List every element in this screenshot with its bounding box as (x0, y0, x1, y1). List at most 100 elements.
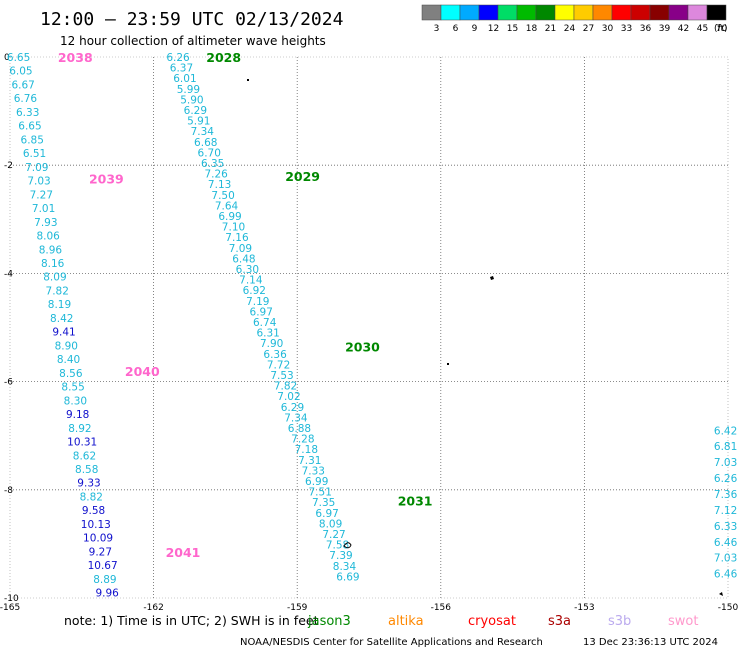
wave-height-value: 7.26 (204, 169, 228, 181)
colorbar-tick-label: 9 (472, 24, 478, 34)
wave-height-value: 6.36 (263, 349, 287, 361)
wave-height-value: 6.46 (714, 537, 738, 549)
x-tick-label: -162 (143, 603, 163, 613)
wave-height-value: 6.29 (184, 105, 207, 117)
wave-height-value: 7.36 (714, 489, 738, 501)
wave-height-value: 8.55 (61, 382, 84, 394)
x-tick-label: -150 (718, 603, 739, 613)
colorbar-swatch (440, 4, 461, 21)
pass-number-label: 2031 (398, 494, 433, 509)
chart-subtitle: 12 hour collection of altimeter wave hei… (60, 34, 326, 48)
wave-height-value: 5.90 (180, 94, 203, 106)
colorbar-tick-label: 21 (545, 24, 556, 34)
wave-height-value: 6.69 (336, 571, 359, 583)
colorbar-swatch (459, 4, 480, 21)
x-tick-label: -156 (431, 603, 452, 613)
wave-height-value: 7.09 (229, 243, 252, 255)
wave-height-value: 6.68 (194, 137, 217, 149)
note-text: note: 1) Time is in UTC; 2) SWH is in fe… (64, 613, 319, 628)
colorbar-tick-label: 15 (507, 24, 518, 34)
wave-height-value: 7.19 (246, 296, 269, 308)
wave-height-value: 7.28 (291, 434, 314, 446)
wave-height-value: 7.14 (239, 275, 263, 287)
wave-height-value: 10.31 (67, 437, 97, 449)
colorbar-tick-label: 70 (716, 24, 728, 34)
wave-height-value: 7.82 (274, 381, 297, 393)
wave-height-value: 6.26 (714, 473, 738, 485)
wave-height-value: 7.51 (309, 487, 332, 499)
satellite-legend-item: jason3 (307, 614, 351, 629)
wave-height-value: 7.90 (260, 338, 283, 350)
colorbar-tick-label: 45 (697, 24, 708, 34)
colorbar-tick-label: 36 (640, 24, 652, 34)
y-tick-label: -2 (4, 161, 13, 171)
satellite-legend-item: s3a (548, 614, 571, 629)
wave-height-value: 6.88 (288, 423, 311, 435)
wave-height-value: 7.50 (211, 190, 234, 202)
wave-height-value: 10.13 (81, 519, 111, 531)
wave-height-value: 7.16 (225, 232, 249, 244)
pass-number-label: 2029 (285, 169, 320, 184)
wave-height-value: 7.03 (27, 176, 50, 188)
colorbar-swatch (592, 4, 613, 21)
plot-frame (9, 56, 729, 599)
wave-height-value: 6.48 (232, 253, 255, 265)
wave-height-value: 6.85 (21, 134, 44, 146)
wave-height-value: 6.31 (256, 328, 279, 340)
wave-height-value: 6.65 (18, 121, 41, 133)
wave-height-value: 8.30 (64, 395, 87, 407)
colorbar-tick-label: 33 (621, 24, 632, 34)
wave-height-value: 8.09 (319, 518, 342, 530)
wave-height-value: 7.10 (222, 222, 245, 234)
colorbar-tick-label: 30 (602, 24, 614, 34)
y-tick-label: -10 (4, 594, 19, 604)
wave-height-value: 7.33 (302, 465, 325, 477)
wave-height-value: 6.35 (201, 158, 224, 170)
wave-height-value: 8.09 (43, 272, 66, 284)
wave-height-value: 9.27 (89, 546, 112, 558)
colorbar-tick-label: 39 (659, 24, 671, 34)
x-tick-label: -159 (287, 603, 308, 613)
colorbar-swatch (478, 4, 499, 21)
wave-height-value: 6.65 (7, 52, 30, 64)
colorbar-swatch (611, 4, 632, 21)
wave-height-value: 7.03 (714, 457, 737, 469)
y-tick-label: -6 (4, 378, 13, 388)
wave-height-value: 6.97 (315, 508, 338, 520)
grid-lines (10, 57, 728, 598)
pass-number-label: 2030 (345, 339, 380, 354)
wave-height-value: 7.31 (298, 455, 321, 467)
wave-height-value: 6.76 (14, 93, 38, 105)
colorbar-tick-label: 27 (583, 24, 594, 34)
altimeter-tracks: 6.656.056.676.766.336.656.856.517.097.03… (7, 52, 738, 600)
wave-height-value: 6.37 (170, 63, 193, 75)
wave-height-value: 6.30 (236, 264, 259, 276)
chart-title: 12:00 – 23:59 UTC 02/13/2024 (40, 9, 343, 30)
wave-height-value: 9.18 (66, 409, 89, 421)
pass-number-label: 2040 (125, 364, 160, 379)
colorbar-swatch (649, 4, 670, 21)
wave-height-value: 8.40 (57, 354, 80, 366)
island-marker (490, 276, 494, 280)
wave-height-value: 6.46 (714, 569, 738, 581)
wave-height-value: 7.12 (714, 505, 737, 517)
wave-height-value: 7.02 (277, 391, 300, 403)
island-marker (247, 79, 249, 81)
wave-height-value: 8.82 (80, 491, 103, 503)
wave-height-value: 7.58 (326, 540, 349, 552)
wave-height-value: 6.70 (198, 147, 221, 159)
colorbar-swatch (535, 4, 556, 21)
colorbar-tick-label: 18 (526, 24, 538, 34)
plot-area: -165 -162 -159 -156 -153 -150 0 -2 -4 -6 -8 -10 6.6… (0, 50, 738, 613)
wave-height-value: 6.74 (253, 317, 277, 329)
wave-height-value: 6.97 (250, 306, 273, 318)
wave-height-value: 7.27 (322, 529, 345, 541)
satellite-legend-item: cryosat (468, 614, 516, 629)
wave-height-value: 8.89 (93, 574, 116, 586)
colorbar-swatch (630, 4, 651, 21)
colorbar-tick-label: 24 (564, 24, 576, 34)
wave-height-value: 5.99 (177, 84, 200, 96)
colorbar-swatch (497, 4, 518, 21)
colorbar-swatch (421, 4, 442, 21)
